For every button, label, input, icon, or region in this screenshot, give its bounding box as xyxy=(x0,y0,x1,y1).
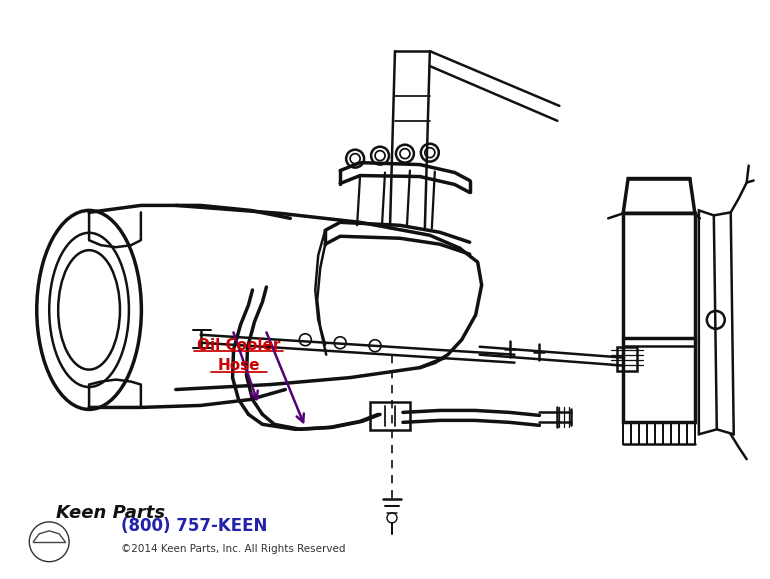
Text: ©2014 Keen Parts, Inc. All Rights Reserved: ©2014 Keen Parts, Inc. All Rights Reserv… xyxy=(121,544,346,554)
Bar xyxy=(623,214,695,422)
Bar xyxy=(370,402,410,430)
Text: Hose: Hose xyxy=(217,358,259,373)
Text: (800) 757-KEEN: (800) 757-KEEN xyxy=(121,517,267,535)
Text: Oil Cooler: Oil Cooler xyxy=(197,338,280,353)
Bar xyxy=(618,347,637,371)
Text: Keen Parts: Keen Parts xyxy=(56,504,166,522)
